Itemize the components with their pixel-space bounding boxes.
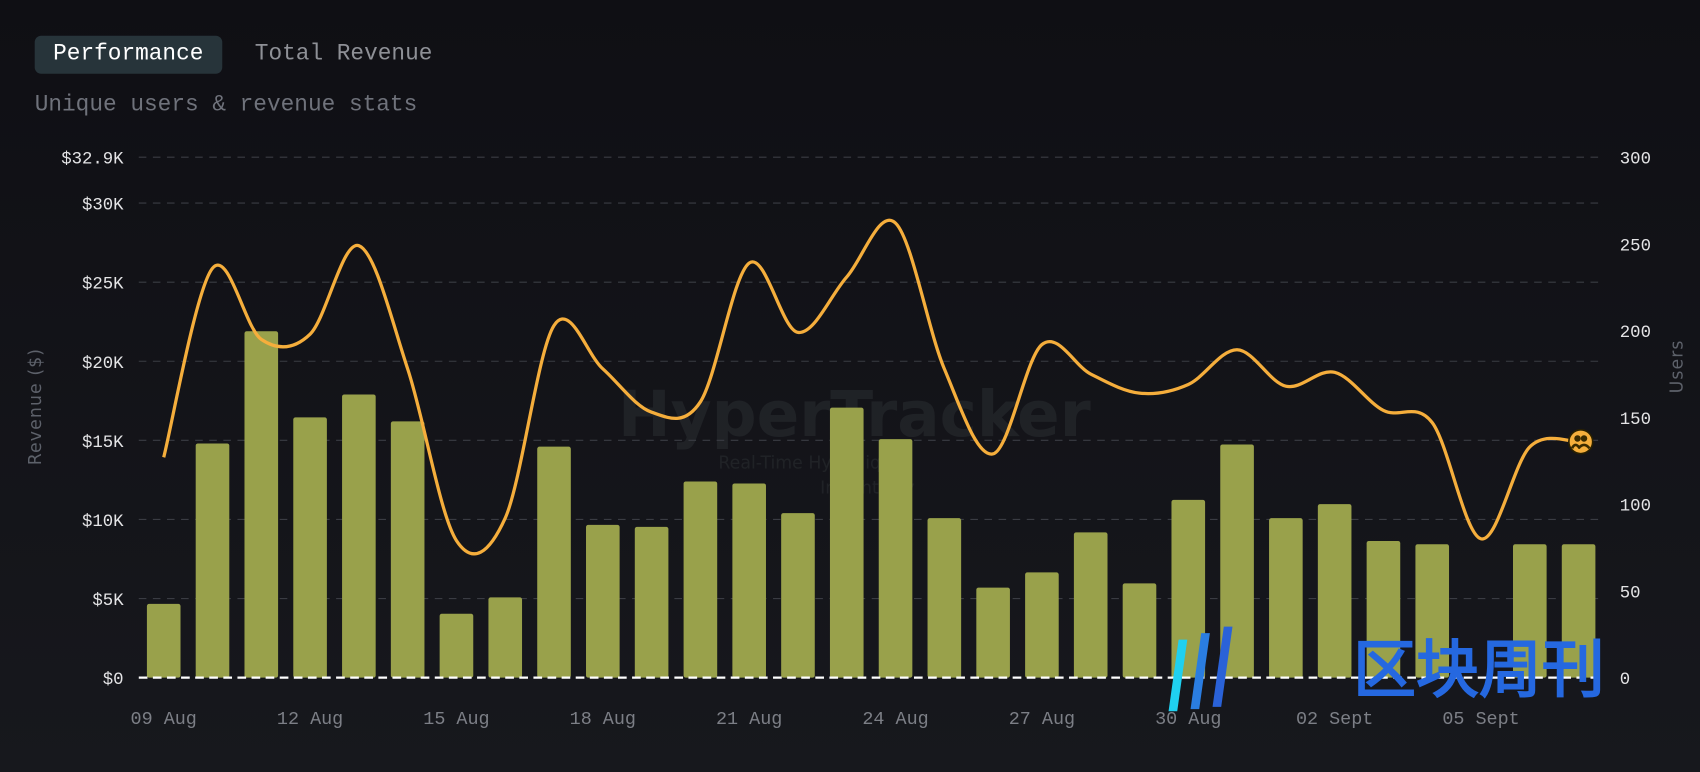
y-tick-label: $20K (82, 355, 124, 374)
revenue-bar (1513, 544, 1547, 678)
x-tick-label: 30 Aug (1155, 709, 1221, 730)
revenue-bar (293, 417, 327, 678)
users-icon-body (1570, 443, 1591, 450)
x-tick-label: 02 Sept (1296, 709, 1373, 730)
y2-tick-label: 200 (1620, 324, 1651, 343)
y-tick-label: $25K (82, 276, 124, 295)
revenue-bar (342, 394, 376, 678)
revenue-bar (1366, 540, 1401, 678)
y2-tick-label: 50 (1620, 584, 1641, 603)
revenue-bar (1561, 544, 1596, 678)
revenue-bar (927, 518, 962, 678)
revenue-bar (1073, 532, 1108, 678)
logo-text: 区块周刊 (1353, 634, 1605, 707)
revenue-bar (683, 481, 718, 678)
revenue-bar (1415, 544, 1450, 678)
x-tick-label: 18 Aug (570, 709, 636, 730)
y-tick-label: $32.9K (61, 151, 124, 170)
revenue-bar (976, 587, 1010, 678)
chart-subtitle: Unique users & revenue stats (34, 93, 418, 119)
y-tick-label: $10K (82, 513, 124, 532)
y-tick-label: $30K (82, 197, 124, 216)
revenue-bar (1220, 444, 1254, 678)
revenue-bar (732, 483, 766, 678)
y-tick-label: $5K (92, 592, 124, 611)
y2-axis-label: Users (1668, 339, 1688, 393)
users-icon-head (1580, 435, 1588, 442)
revenue-bar (146, 603, 181, 678)
tab-total-revenue[interactable]: Total Revenue (254, 42, 433, 68)
revenue-bar (1317, 504, 1352, 678)
revenue-bar (586, 524, 620, 678)
y2-tick-label: 100 (1620, 498, 1651, 517)
x-tick-label: 15 Aug (423, 709, 489, 730)
logo-bar-3 (1212, 626, 1233, 707)
y-axis-label: Revenue ($) (26, 348, 46, 465)
y2-tick-label: 150 (1620, 411, 1651, 430)
y-tick-label: $15K (82, 434, 124, 453)
logo-bar-1 (1168, 639, 1188, 712)
x-tick-label: 09 Aug (131, 709, 197, 730)
users-marker-icon (1568, 428, 1594, 455)
users-line (162, 218, 1579, 556)
revenue-bar (390, 421, 425, 678)
x-tick-label: 24 Aug (862, 709, 928, 730)
revenue-bar (195, 443, 230, 678)
revenue-bar (488, 597, 523, 678)
y-tick-label: $0 (103, 671, 124, 690)
x-tick-label: 21 Aug (716, 709, 782, 730)
revenue-bar (634, 526, 669, 678)
revenue-bar (1122, 583, 1157, 678)
revenue-bar (1269, 518, 1303, 678)
revenue-bar (829, 407, 864, 678)
x-tick-label: 12 Aug (277, 709, 343, 730)
y2-tick-label: 300 (1620, 151, 1651, 170)
x-tick-label: 05 Sept (1442, 709, 1519, 730)
logo-bar-2 (1190, 633, 1210, 710)
y2-tick-label: 250 (1620, 237, 1651, 256)
tab-performance[interactable]: Performance (34, 35, 222, 74)
revenue-bar (878, 439, 913, 678)
revenue-bar (1171, 499, 1206, 678)
revenue-bar (537, 446, 571, 678)
revenue-bar (781, 513, 815, 678)
revenue-bar (439, 613, 474, 678)
x-tick-label: 27 Aug (1009, 709, 1075, 730)
revenue-bar (1025, 572, 1059, 678)
logo-watermark: 区块周刊 (1168, 626, 1605, 712)
users-icon-head (1574, 435, 1581, 442)
y2-tick-label: 0 (1620, 671, 1630, 690)
revenue-bar (244, 331, 279, 678)
